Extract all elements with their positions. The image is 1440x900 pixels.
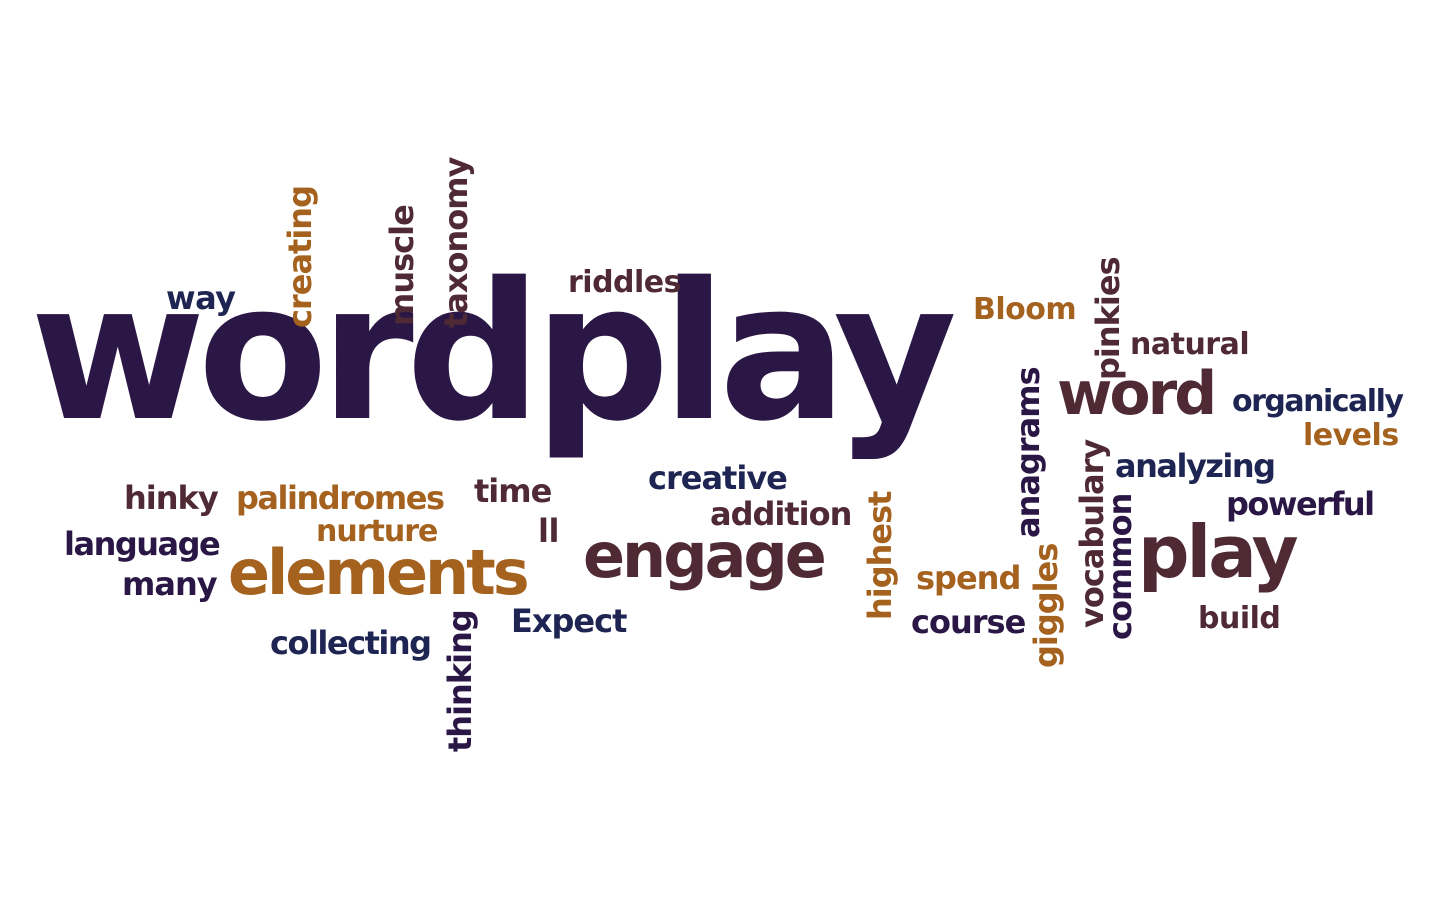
word-course: course <box>911 603 1026 641</box>
word-thinking: thinking <box>441 610 479 752</box>
word-taxonomy: taxonomy <box>437 157 475 328</box>
word-addition: addition <box>710 495 852 533</box>
word-play: play <box>1138 510 1299 594</box>
word-palindromes: palindromes <box>236 479 445 517</box>
word-spend: spend <box>916 559 1021 597</box>
word-ll: ll <box>538 512 559 550</box>
word-wordplay: wordplay <box>30 242 957 463</box>
word-many: many <box>122 565 218 603</box>
word-muscle: muscle <box>383 205 421 326</box>
word-levels: levels <box>1303 418 1399 453</box>
word-hinky: hinky <box>124 479 219 517</box>
word-analyzing: analyzing <box>1115 447 1276 485</box>
word-pinkies: pinkies <box>1089 257 1127 380</box>
word-creating: creating <box>281 186 319 328</box>
word-collecting: collecting <box>270 624 432 662</box>
word-way: way <box>166 279 236 317</box>
word-build: build <box>1198 601 1281 636</box>
word-powerful: powerful <box>1226 485 1375 523</box>
word-nurture: nurture <box>316 514 438 549</box>
word-common: common <box>1101 493 1139 640</box>
word-highest: highest <box>861 491 899 620</box>
word-engage: engage <box>583 519 827 592</box>
word-anagrams: anagrams <box>1009 367 1047 538</box>
word-expect: Expect <box>511 602 627 640</box>
word-word: word <box>1057 359 1217 429</box>
word-giggles: giggles <box>1027 543 1065 668</box>
word-bloom: Bloom <box>973 292 1077 327</box>
word-natural: natural <box>1130 327 1250 362</box>
word-language: language <box>64 525 221 563</box>
word-creative: creative <box>648 459 788 497</box>
word-riddles: riddles <box>568 265 682 300</box>
word-time: time <box>474 472 552 510</box>
word-elements: elements <box>228 536 530 609</box>
word-organically: organically <box>1232 384 1404 419</box>
